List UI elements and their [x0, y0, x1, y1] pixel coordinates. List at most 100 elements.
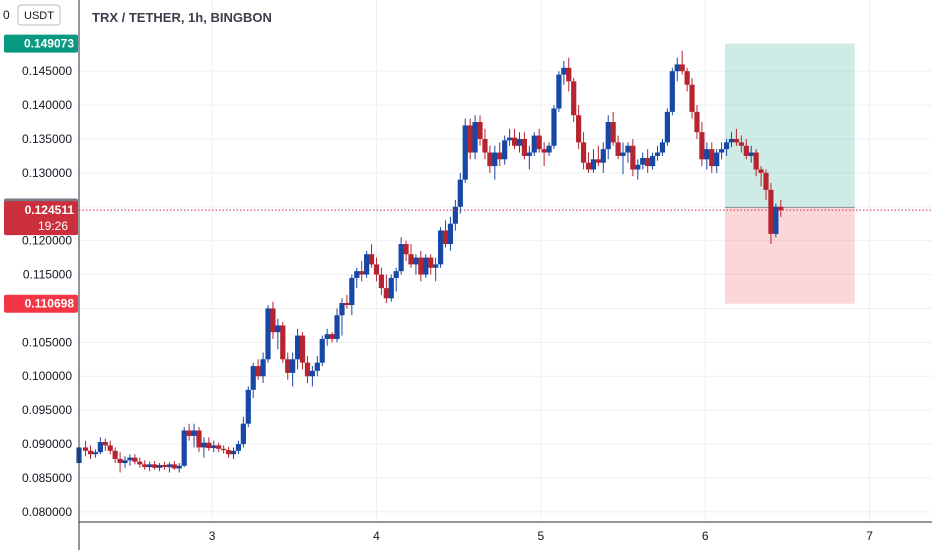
candle-body [349, 277, 355, 306]
price-label-box [4, 34, 78, 53]
countdown-text: 19:26 [38, 219, 68, 233]
loss-zone [724, 207, 855, 304]
candle-body [561, 67, 567, 75]
candle-body [299, 335, 306, 363]
candle-body [738, 142, 744, 146]
candle-body [137, 461, 143, 465]
candle-body [275, 325, 281, 333]
candle-body [319, 338, 325, 363]
candle-body [576, 115, 582, 143]
candle-body [733, 138, 740, 143]
candle-body [388, 277, 394, 299]
candle-body [709, 149, 715, 167]
candle-body [482, 138, 488, 153]
candle-body [541, 149, 547, 153]
candle-body [477, 122, 483, 139]
candle-body [452, 206, 458, 224]
candle-body [97, 442, 103, 453]
candle-body [176, 465, 182, 469]
candle-body [304, 362, 311, 377]
candle-body [635, 164, 641, 170]
candle-body [294, 335, 301, 360]
candle-body [640, 157, 646, 165]
candle-body [398, 244, 404, 272]
candle-body [344, 303, 350, 306]
candle-body [92, 452, 99, 455]
candle-body [763, 172, 769, 190]
title-group: TRX / TETHER, 1h, BINGBON [92, 10, 272, 25]
candle-body [773, 206, 779, 234]
y-tick-label: 0.100000 [22, 369, 72, 383]
position-zones [724, 43, 855, 304]
candle-body [728, 138, 735, 143]
candle-body [433, 264, 439, 268]
candle-body [723, 142, 730, 150]
candle-body [309, 370, 315, 377]
candle-body [171, 464, 177, 469]
candle-body [467, 125, 473, 153]
candle-body [107, 445, 113, 451]
price-label-box [4, 201, 78, 236]
price-label-text: 0.149073 [24, 37, 74, 51]
x-tick-label: 5 [537, 529, 544, 543]
candle-body [166, 464, 172, 468]
candle-body [521, 138, 528, 156]
candle-body [112, 450, 118, 459]
candle-body [324, 334, 330, 339]
candle-body [250, 366, 256, 390]
currency-badge[interactable]: USDT [17, 4, 61, 26]
y-tick-label: 0.105000 [22, 335, 72, 349]
candle-body [674, 64, 680, 72]
candle-body [314, 362, 320, 371]
y-tick-label: 0.130000 [22, 166, 72, 180]
candle-body [743, 145, 749, 156]
candle-body [280, 325, 286, 360]
candle-body [487, 152, 493, 167]
candle-body [595, 159, 601, 163]
candle-body [265, 308, 271, 360]
axes: 0.080000 0.085000 0.090000 0.095000 0.100000… [22, 0, 932, 550]
candle-body [359, 271, 365, 275]
candle-body [354, 271, 360, 278]
candle-body [181, 430, 187, 466]
candle-body [748, 152, 754, 156]
candle-body [186, 430, 192, 436]
candle-body [102, 442, 108, 446]
candle-body [196, 430, 202, 448]
candle-body [216, 445, 222, 449]
candle-body [620, 152, 626, 156]
price-label-box [4, 294, 78, 313]
candle-body [378, 274, 385, 289]
candle-body [428, 257, 434, 268]
candle-body [669, 71, 675, 112]
candle-body [260, 359, 266, 377]
candle-body [615, 142, 621, 156]
candle-body [368, 254, 375, 265]
candle-body [679, 64, 685, 72]
candle-body [649, 155, 656, 167]
candle-body [630, 145, 636, 170]
candle-body [526, 152, 532, 156]
candle-body [442, 230, 449, 245]
candle-body [457, 179, 463, 207]
x-tick-label: 4 [373, 529, 380, 543]
candle-body [472, 122, 478, 153]
candle-body [240, 423, 246, 445]
candle-body [664, 111, 670, 143]
candle-body [235, 444, 242, 451]
candle-body [645, 157, 651, 167]
candle-body [255, 366, 261, 377]
y-tick-label: 0.090000 [22, 437, 72, 451]
candle-body [270, 308, 276, 333]
candle-body [211, 445, 217, 449]
candle-body [497, 152, 503, 160]
candle-body [507, 137, 513, 141]
candle-body [462, 125, 468, 180]
candle-body [418, 257, 424, 275]
candle-body [334, 315, 340, 339]
candle-body [437, 230, 444, 265]
candle-body [511, 137, 518, 146]
candle-body [600, 149, 606, 163]
currency-tick-fragment: 0 [3, 8, 10, 22]
